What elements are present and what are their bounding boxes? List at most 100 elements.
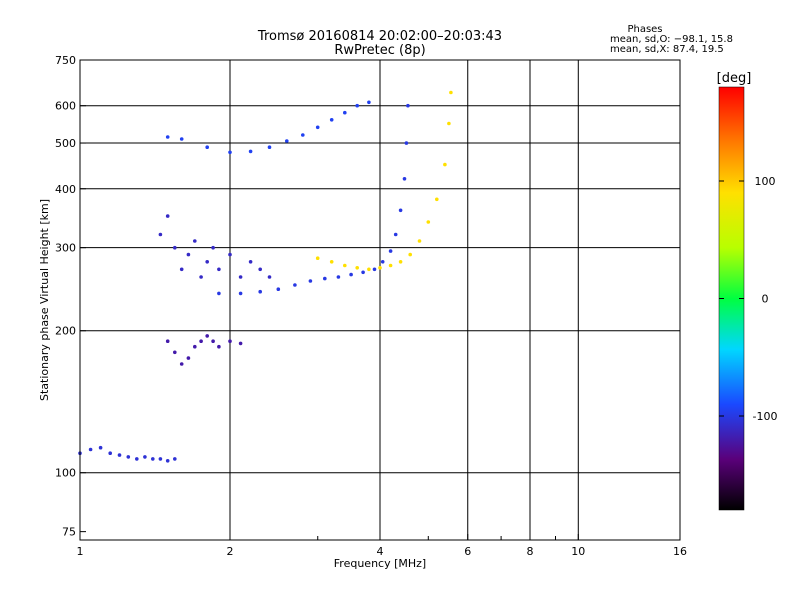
data-point-o (372, 267, 377, 272)
data-point-o (211, 339, 215, 344)
data-point-x (367, 267, 371, 272)
data-point-x (408, 252, 413, 257)
data-point-o (126, 455, 131, 459)
data-point-o (179, 267, 184, 272)
data-point-o (211, 245, 215, 250)
data-point-o (158, 232, 163, 237)
data-point-o (205, 260, 209, 264)
data-point-o (199, 275, 203, 279)
data-point-o (165, 339, 170, 344)
y-tick-label: 400 (55, 183, 76, 196)
data-point-o (217, 267, 221, 272)
x-tick-label: 4 (377, 545, 384, 558)
data-point-o (361, 270, 365, 275)
data-point-o (238, 275, 243, 279)
y-tick-label: 500 (55, 137, 76, 150)
data-point-o (276, 287, 281, 292)
data-point-o (301, 133, 305, 137)
data-point-o (158, 457, 163, 461)
data-point-o (323, 276, 327, 281)
data-point-o (248, 260, 253, 264)
data-point-x (343, 263, 347, 268)
data-point-o (228, 150, 232, 155)
colorbar-label: [deg] (717, 71, 752, 86)
data-point-o (199, 339, 203, 344)
data-point-o (193, 239, 197, 243)
x-tick-label: 1 (77, 545, 84, 558)
data-point-o (267, 275, 272, 279)
data-point-x (449, 90, 453, 95)
colorbar-tick-label: 0 (762, 293, 769, 306)
data-point-o (238, 341, 243, 346)
data-point-x (355, 266, 360, 270)
data-point-o (285, 139, 289, 143)
phase-stats-x: mean, sd,X: 87.4, 19.5 (610, 44, 724, 55)
data-point-o (217, 291, 221, 296)
chart-subtitle: RwPretec (8p) (334, 43, 425, 58)
data-point-o (88, 447, 93, 452)
colorbar-tick-label: 100 (755, 175, 776, 188)
data-point-o (329, 118, 334, 122)
data-point-o (404, 141, 409, 145)
x-axis-label: Frequency [MHz] (334, 557, 426, 570)
data-point-o (117, 453, 122, 457)
data-point-o (108, 451, 112, 456)
y-tick-label: 600 (55, 100, 76, 113)
data-point-o (173, 457, 177, 461)
data-point-o (186, 356, 191, 360)
y-tick-label: 750 (55, 54, 76, 67)
data-point-o (228, 252, 232, 257)
data-point-o (393, 232, 398, 237)
x-tick-label: 2 (227, 545, 234, 558)
x-tick-label: 10 (571, 545, 585, 558)
data-point-o (315, 125, 320, 130)
data-point-x (329, 260, 334, 264)
axis-ticks: 1 2 4 6 8 10 16 75 100 200 300 400 500 600 750 (55, 54, 687, 558)
phase-stats-o: mean, sd,O: −98.1, 15.8 (610, 34, 733, 45)
data-point-o (173, 350, 177, 355)
data-point-o (165, 214, 170, 218)
y-tick-label: 200 (55, 325, 76, 338)
data-point-o (355, 103, 360, 108)
data-point-o (179, 137, 184, 141)
data-point-o (151, 457, 155, 461)
data-point-o (336, 275, 341, 279)
data-point-o (173, 245, 177, 250)
x-tick-label: 6 (464, 545, 471, 558)
data-point-o (98, 445, 103, 450)
data-point-o (388, 249, 393, 253)
data-point-x (398, 260, 403, 264)
data-point-o (349, 272, 353, 277)
y-tick-label: 75 (62, 526, 76, 539)
data-point-o (165, 459, 170, 463)
data-point-x (388, 263, 393, 268)
data-point-o (238, 291, 243, 296)
colorbar-tick-label: -100 (753, 410, 778, 423)
data-point-o (267, 145, 272, 149)
data-point-o (165, 135, 170, 139)
data-point-o (308, 279, 313, 283)
data-point-o (402, 177, 407, 181)
y-tick-label: 100 (55, 467, 76, 480)
y-axis-label: Stationary phase Virtual Height [km] (38, 199, 51, 401)
data-point-o (398, 208, 403, 213)
data-point-o (193, 344, 197, 349)
data-point-x (378, 266, 382, 270)
x-tick-label: 16 (673, 545, 687, 558)
phase-stats-heading: Phases (627, 24, 662, 35)
data-point-x (443, 162, 447, 167)
data-point-x (426, 220, 431, 224)
data-point-o (367, 100, 371, 105)
data-point-o (258, 267, 263, 272)
data-point-x (315, 256, 320, 261)
data-point-o (406, 103, 410, 108)
data-point-x (435, 197, 439, 202)
data-points (78, 90, 453, 463)
data-point-x (447, 121, 451, 126)
data-point-o (380, 260, 385, 264)
data-point-o (205, 145, 209, 149)
y-tick-label: 300 (55, 242, 76, 255)
data-point-o (205, 334, 209, 338)
